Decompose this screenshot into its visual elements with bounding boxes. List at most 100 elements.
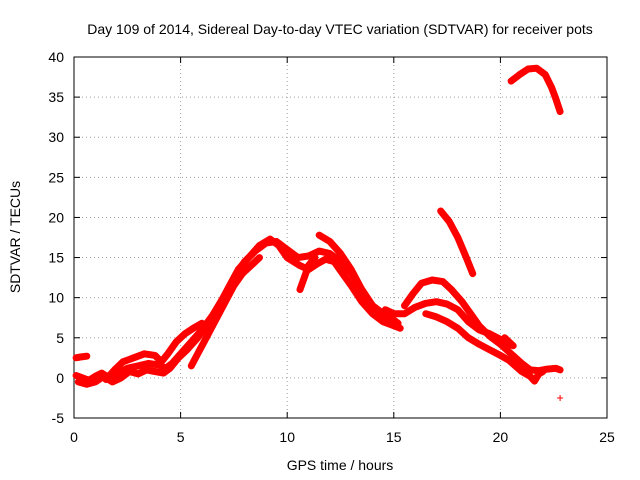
data-point — [245, 254, 252, 261]
data-point — [194, 334, 201, 341]
data-point — [296, 286, 303, 293]
data-point — [542, 71, 549, 78]
data-point — [369, 302, 376, 309]
data-point — [102, 376, 109, 383]
data-point — [143, 366, 150, 373]
data-point — [326, 250, 333, 257]
data-point — [448, 286, 455, 293]
data-point — [444, 318, 451, 325]
x-tick-label: 20 — [493, 429, 509, 445]
data-point — [497, 352, 504, 359]
series-track-c — [72, 352, 91, 362]
data-point — [316, 232, 323, 239]
data-point — [247, 262, 254, 269]
series-track-b — [74, 235, 404, 388]
y-tick-label: 25 — [48, 169, 64, 185]
data-point — [290, 258, 297, 265]
data-point — [126, 368, 133, 375]
data-point — [73, 372, 80, 379]
data-point — [331, 258, 338, 265]
x-tick-label: 10 — [279, 429, 295, 445]
data-point — [348, 282, 355, 289]
data-point — [412, 304, 419, 311]
series-trace — [507, 64, 564, 116]
data-point — [533, 65, 540, 72]
data-point — [380, 318, 387, 325]
data-point — [145, 360, 152, 367]
data-point — [230, 282, 237, 289]
series-trace — [296, 254, 319, 294]
data-point — [337, 250, 344, 257]
data-point — [518, 360, 525, 367]
data-point — [305, 262, 312, 269]
data-point — [467, 310, 474, 317]
series-outlier — [557, 394, 564, 401]
series-trace — [437, 207, 477, 278]
data-point — [339, 270, 346, 277]
plot-frame — [73, 56, 608, 419]
data-point — [497, 341, 504, 348]
data-point — [516, 71, 523, 78]
data-point — [130, 354, 137, 361]
data-point — [557, 366, 564, 373]
series-track-f — [296, 254, 319, 294]
data-point — [510, 342, 517, 349]
data-point — [158, 358, 165, 365]
data-point — [527, 373, 534, 380]
data-point — [173, 338, 180, 345]
series-track-d — [102, 319, 206, 383]
y-tick-label: 30 — [48, 129, 64, 145]
data-point — [422, 300, 429, 307]
data-point — [117, 374, 124, 381]
data-point — [83, 353, 90, 360]
data-point — [83, 381, 90, 388]
data-point — [505, 357, 512, 364]
x-tick-label: 25 — [599, 429, 615, 445]
chart-title: Day 109 of 2014, Sidereal Day-to-day VTE… — [87, 21, 593, 37]
data-point — [437, 208, 444, 215]
data-point — [256, 254, 263, 261]
data-point — [316, 248, 323, 255]
data-point — [552, 95, 559, 102]
data-point — [465, 334, 472, 341]
data-point — [525, 66, 532, 73]
data-point — [235, 266, 242, 273]
data-point — [531, 378, 538, 385]
series-trace — [187, 254, 263, 370]
data-point — [314, 260, 321, 267]
data-point — [311, 254, 318, 261]
data-point — [75, 378, 82, 385]
series-track-i — [401, 276, 564, 375]
data-point — [198, 320, 205, 327]
data-point — [77, 354, 84, 361]
data-point — [92, 378, 99, 385]
data-point — [476, 341, 483, 348]
data-point — [188, 362, 195, 369]
data-point — [401, 302, 408, 309]
data-point — [358, 286, 365, 293]
data-point — [557, 394, 564, 401]
data-point — [134, 370, 141, 377]
data-point — [486, 346, 493, 353]
x-tick-label: 0 — [70, 429, 78, 445]
data-point — [348, 266, 355, 273]
data-point — [152, 368, 159, 375]
data-point — [518, 368, 525, 375]
data-point — [418, 280, 425, 287]
data-point — [134, 362, 141, 369]
data-point — [465, 318, 472, 325]
y-tick-label: 0 — [56, 370, 64, 386]
data-point — [508, 78, 515, 85]
data-point — [390, 310, 397, 317]
data-point — [194, 350, 201, 357]
data-point — [535, 370, 542, 377]
data-point — [505, 338, 512, 345]
data-point — [476, 322, 483, 329]
data-point — [463, 254, 470, 261]
y-axis-label: SDTVAR / TECUs — [7, 181, 23, 293]
y-tick-label: 20 — [48, 209, 64, 225]
axis-ticks: 0 5 10 15 20 25 -5 0 5 10 15 20 25 30 35 40 — [48, 49, 615, 445]
y-tick-label: -5 — [52, 410, 65, 426]
data-point — [322, 256, 329, 263]
